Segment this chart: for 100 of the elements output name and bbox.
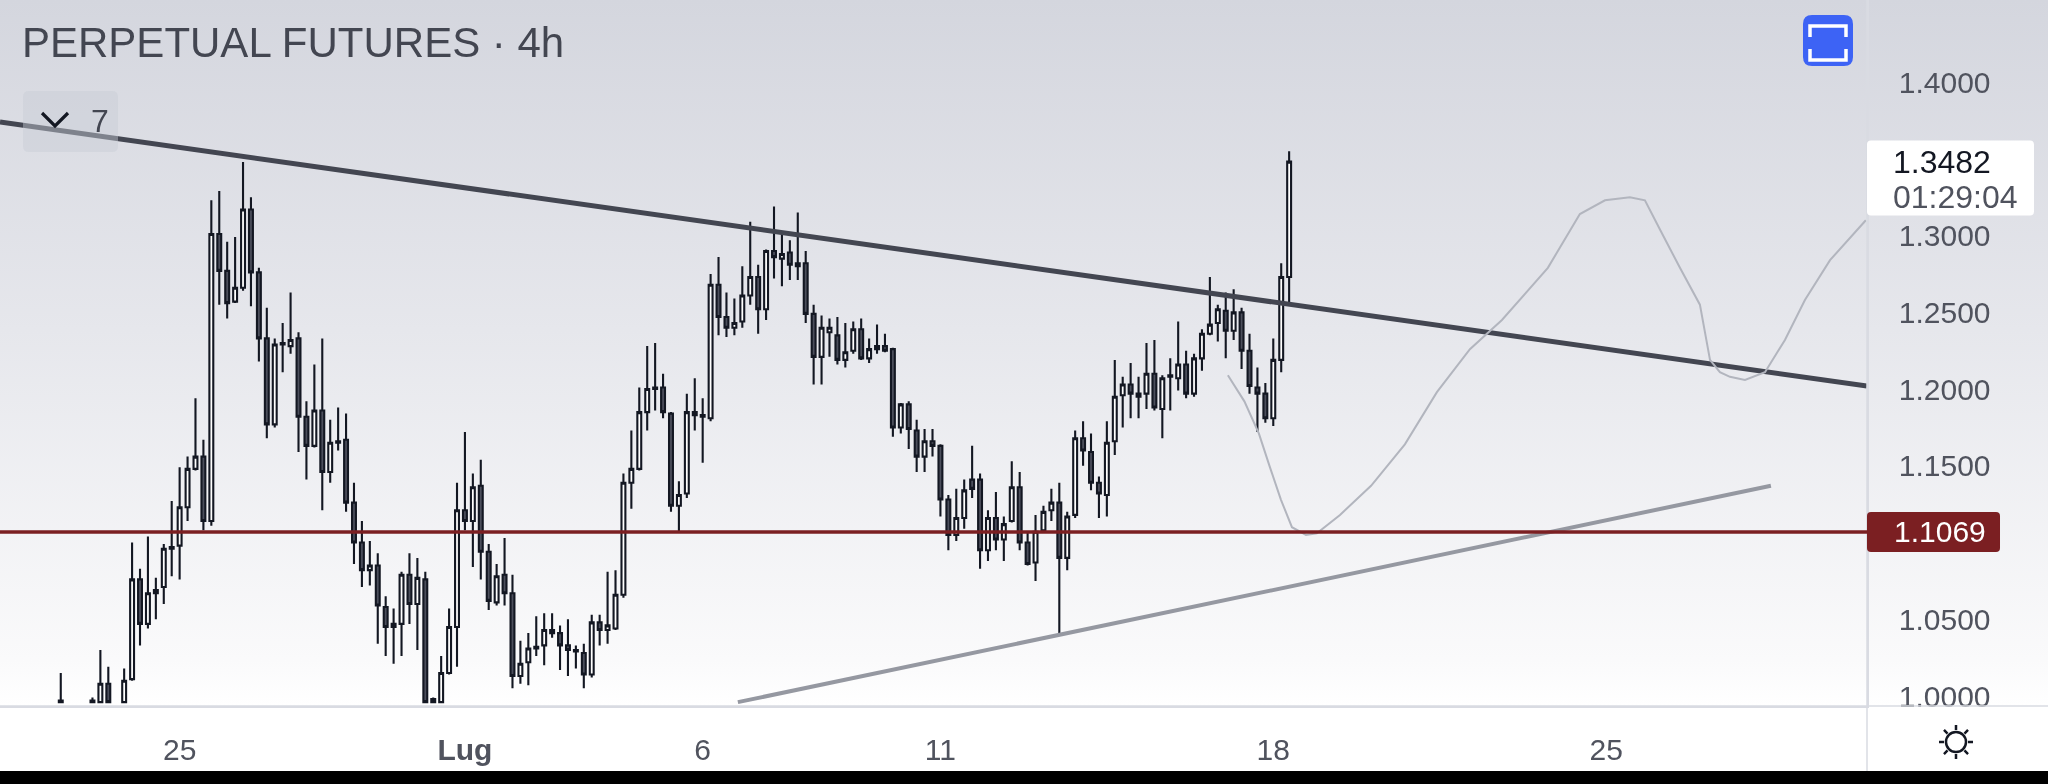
candlestick <box>1040 504 1047 533</box>
candlestick <box>604 570 611 645</box>
candlestick <box>731 297 738 337</box>
candlestick <box>1278 262 1285 374</box>
candlestick <box>660 372 667 420</box>
candlestick <box>1095 475 1102 520</box>
candlestick <box>842 322 849 369</box>
candlestick <box>850 320 857 355</box>
x-tick-label: 25 <box>162 732 197 766</box>
x-tick-label: 18 <box>1256 732 1290 766</box>
candlestick <box>255 266 262 363</box>
candlestick <box>1222 291 1229 360</box>
candlestick <box>572 644 579 670</box>
candlestick <box>596 613 603 647</box>
candlestick <box>247 196 254 308</box>
candlestick <box>374 552 381 645</box>
candlestick <box>477 458 484 581</box>
candlestick <box>628 429 635 510</box>
candlestick <box>675 480 682 533</box>
candlestick <box>152 576 159 621</box>
candlestick <box>1167 357 1174 412</box>
candlestick <box>1080 420 1087 467</box>
candlestick <box>1198 328 1205 372</box>
candlestick <box>422 570 429 704</box>
candlestick <box>533 615 540 658</box>
candlestick <box>945 493 952 552</box>
candlestick <box>1214 303 1221 343</box>
candlestick <box>461 430 468 532</box>
candlestick <box>794 211 801 282</box>
candlestick <box>525 632 532 687</box>
candlestick <box>430 696 437 704</box>
y-tick-label: 1.2500 <box>1898 295 1991 329</box>
candlestick <box>1175 320 1182 392</box>
candlestick <box>992 490 999 552</box>
candlestick <box>469 472 476 569</box>
candlestick <box>834 315 841 366</box>
candlestick <box>691 377 698 432</box>
candlestick <box>1270 337 1277 427</box>
candlestick <box>786 239 793 282</box>
candlestick <box>1032 513 1039 582</box>
candlestick <box>350 481 357 566</box>
x-tick-label: 25 <box>1589 732 1623 766</box>
candlestick <box>881 332 888 354</box>
candlestick <box>1056 481 1063 635</box>
candlestick <box>485 543 492 612</box>
candlestick <box>343 412 350 513</box>
candlestick <box>240 160 247 292</box>
candlestick <box>216 190 223 306</box>
candlestick <box>160 543 167 605</box>
candlestick <box>168 500 175 578</box>
candlestick <box>810 303 817 386</box>
candlestick <box>580 642 587 690</box>
candlestick <box>1191 352 1198 398</box>
candlestick <box>683 392 690 500</box>
candlestick <box>961 478 968 530</box>
candlestick <box>137 567 143 647</box>
candlestick <box>438 655 445 704</box>
candlestick <box>200 438 207 532</box>
candlestick <box>129 541 136 682</box>
candlestick <box>311 363 318 449</box>
candlestick <box>1127 361 1134 420</box>
candlestick <box>414 556 421 652</box>
y-tick-label: 1.0500 <box>1898 602 1991 636</box>
candlestick <box>1072 429 1079 520</box>
candlestick <box>858 317 865 361</box>
candlestick <box>1008 460 1015 524</box>
candlestick <box>564 618 571 678</box>
candlestick <box>390 607 397 665</box>
candlestick <box>763 248 770 322</box>
candlestick <box>1064 510 1071 572</box>
candlestick <box>549 612 556 639</box>
candlestick <box>144 535 151 630</box>
candlestick <box>874 323 881 355</box>
y-tick-label: 1.0000 <box>1898 679 1991 713</box>
candlestick <box>699 397 706 464</box>
x-tick-label: 11 <box>924 732 957 766</box>
candlestick <box>897 401 904 435</box>
candlestick <box>1262 381 1269 424</box>
candlestick <box>984 509 991 563</box>
candlestick <box>454 481 460 668</box>
candlestick <box>1151 338 1158 412</box>
candlestick <box>358 520 365 589</box>
candlestick <box>707 272 714 423</box>
x-tick-label: Lug <box>437 732 493 766</box>
candlestick <box>977 472 984 570</box>
candlestick <box>1230 288 1237 341</box>
candlestick <box>271 337 278 429</box>
candlestick <box>1183 349 1190 400</box>
candlestick <box>327 418 334 484</box>
candlestick <box>739 265 746 329</box>
candlestick <box>771 205 777 280</box>
text: PERPETUAL FUTURES · 4h <box>22 18 565 66</box>
annotation: 7 <box>91 103 109 139</box>
candlestick <box>541 612 548 667</box>
candlestick <box>889 346 896 438</box>
candlestick <box>1119 375 1126 429</box>
candlestick <box>921 427 928 473</box>
candlestick <box>652 341 659 412</box>
y-tick-label: 1.3000 <box>1898 219 1991 253</box>
candlestick <box>319 337 326 512</box>
